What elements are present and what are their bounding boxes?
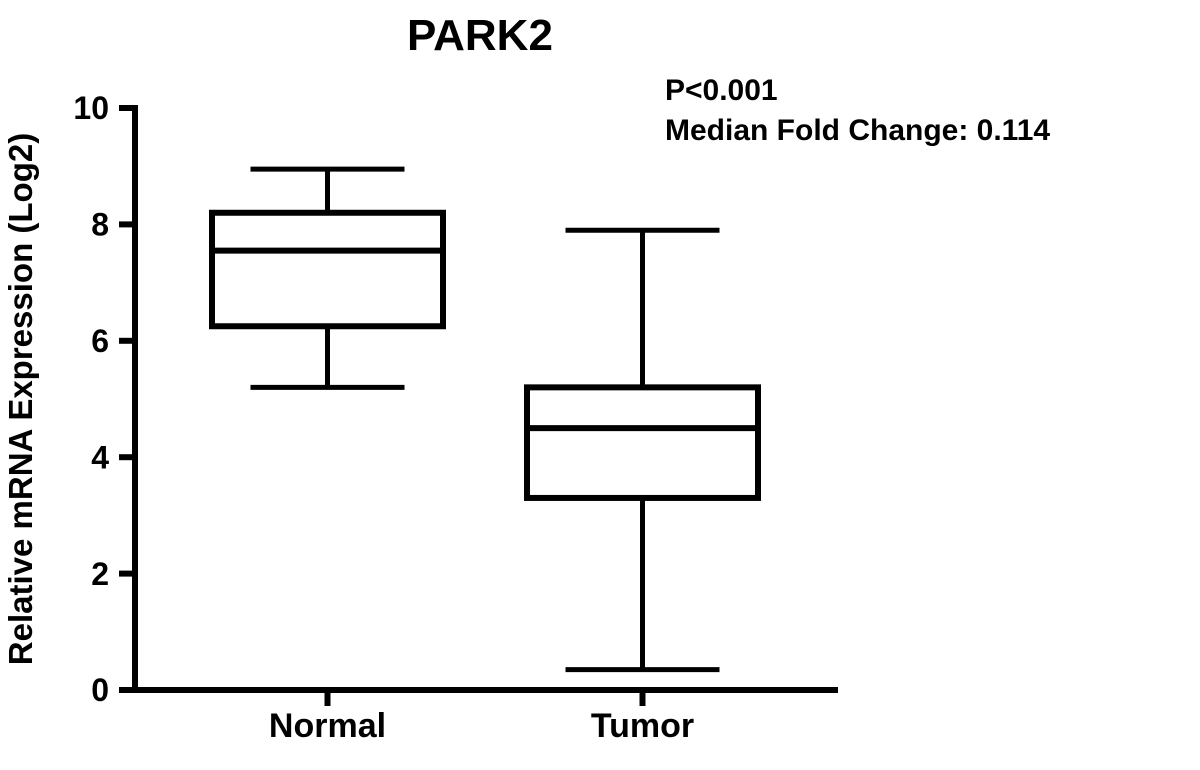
x-category-label: Tumor [591,707,694,745]
y-tick-label: 8 [91,207,109,243]
foldchange-annotation: Median Fold Change: 0.114 [665,114,1050,147]
y-axis-label: Relative mRNA Expression (Log2) [2,133,39,665]
y-tick-label: 4 [91,439,109,475]
y-tick-label: 10 [73,90,109,126]
y-tick-label: 2 [91,556,109,592]
y-tick-label: 0 [91,672,109,708]
boxplot-chart: PARK2 P<0.001 Median Fold Change: 0.114 0 2 4… [0,0,1200,770]
chart-svg: PARK2 P<0.001 Median Fold Change: 0.114 0 2 4… [0,0,1200,770]
chart-title: PARK2 [407,11,553,60]
pvalue-annotation: P<0.001 [665,74,778,107]
box [212,213,443,326]
x-category-label: Normal [269,707,386,745]
y-tick-label: 6 [91,323,109,359]
box [527,387,758,498]
